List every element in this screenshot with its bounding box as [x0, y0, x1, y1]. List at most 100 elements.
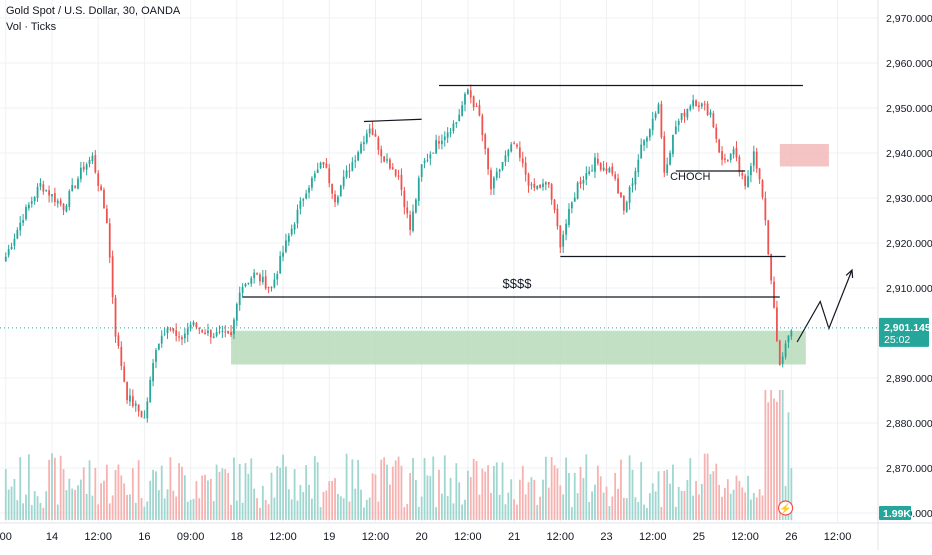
candle-body: [345, 170, 348, 177]
candle-body: [487, 148, 489, 170]
symbol-title[interactable]: Gold Spot / U.S. Dollar, 30, OANDA: [6, 5, 181, 17]
candle-body: [383, 156, 386, 162]
candle-body: [429, 154, 432, 159]
candle-body: [646, 137, 648, 142]
candle-body: [715, 127, 718, 139]
volume-bar: [377, 501, 380, 520]
x-axis-tick-label: 12:00: [84, 531, 112, 543]
candle-body: [703, 103, 706, 105]
volume-bar: [126, 494, 128, 520]
volume-bar: [51, 453, 53, 520]
candle-body: [209, 330, 212, 338]
volume-bar: [666, 469, 669, 520]
volume-bar: [432, 456, 435, 520]
volume-bar: [53, 457, 56, 520]
volume-bar: [334, 478, 336, 520]
candle-body: [7, 249, 10, 256]
volume-bar: [501, 462, 504, 520]
candle-body: [400, 174, 403, 190]
candle-body: [146, 401, 149, 419]
candle-body: [149, 379, 152, 403]
volume-bar: [296, 500, 299, 520]
volume-bar: [155, 471, 157, 520]
x-axis-tick-label: 19: [323, 531, 335, 543]
volume-bar: [562, 494, 565, 520]
candle-body: [738, 156, 741, 173]
candle-body: [368, 128, 371, 134]
volume-bar: [781, 390, 784, 520]
volume-bar: [625, 498, 628, 520]
x-axis-tick-label: 12:00: [731, 531, 759, 543]
volume-bar: [152, 469, 154, 520]
candle-body: [238, 292, 241, 305]
candle-body: [264, 276, 267, 289]
candle-body: [565, 223, 567, 235]
volume-bar: [48, 459, 50, 520]
x-axis-tick-label: 14: [46, 531, 58, 543]
volume-bar: [33, 491, 36, 520]
candle-body: [585, 172, 588, 180]
candle-body: [533, 183, 536, 188]
candle-body: [570, 202, 573, 209]
candle-body: [287, 235, 290, 242]
candle-body: [539, 184, 541, 188]
volume-bar: [221, 468, 224, 520]
candle-body: [276, 274, 279, 280]
candle-body: [631, 183, 634, 186]
candle-body: [622, 196, 625, 211]
volume-bar: [230, 504, 232, 520]
candle-body: [10, 246, 13, 249]
trend-line-annotation[interactable]: [363, 118, 422, 123]
alert-icon[interactable]: [777, 500, 794, 516]
volume-bar: [308, 484, 310, 520]
volume-bar: [527, 482, 530, 520]
candle-body: [270, 287, 273, 289]
volume-bar: [186, 501, 189, 520]
volume-bar: [103, 480, 105, 520]
candle-body: [224, 331, 227, 333]
candle-body: [683, 112, 686, 117]
volume-bar: [287, 489, 290, 520]
candle-body: [758, 168, 761, 180]
candle-body: [599, 163, 602, 170]
volume-bar: [36, 496, 39, 520]
candle-body: [48, 190, 50, 196]
volume-bar: [680, 490, 683, 520]
volume-bar: [778, 390, 781, 520]
candle-body: [527, 174, 530, 186]
candle-body: [195, 323, 198, 328]
x-axis-tick-label: 12:00: [824, 531, 852, 543]
candle-body: [472, 96, 475, 108]
candle-body: [282, 252, 284, 257]
candle-body: [778, 340, 781, 365]
volume-indicator-label[interactable]: Vol · Ticks: [6, 21, 57, 33]
volume-bar: [302, 491, 305, 520]
bar-countdown: 25:02: [884, 334, 910, 346]
volume-bar: [703, 453, 706, 520]
volume-bar: [449, 477, 452, 520]
candle-body: [576, 182, 579, 199]
volume-bar: [160, 465, 163, 520]
candle-body: [22, 220, 25, 223]
volume-bar: [111, 495, 114, 520]
volume-bar: [313, 456, 316, 520]
x-axis-tick-label: 12:00: [639, 531, 667, 543]
x-axis-tick-label: 26: [785, 531, 797, 543]
volume-bar: [39, 502, 42, 520]
candle-body: [273, 279, 276, 288]
volume-bar: [114, 470, 117, 520]
candle-body: [516, 144, 518, 147]
volume-bar: [495, 462, 498, 520]
volume-bar: [71, 488, 74, 520]
candle-body: [351, 162, 354, 171]
volume-bar: [588, 501, 591, 520]
projection-path[interactable]: [796, 269, 853, 343]
candle-body: [215, 332, 218, 337]
volume-badge[interactable]: [879, 506, 911, 520]
volume-bar: [651, 483, 654, 520]
candle-body: [380, 149, 383, 157]
candle-body: [435, 140, 438, 154]
last-price-badge[interactable]: [879, 317, 929, 347]
